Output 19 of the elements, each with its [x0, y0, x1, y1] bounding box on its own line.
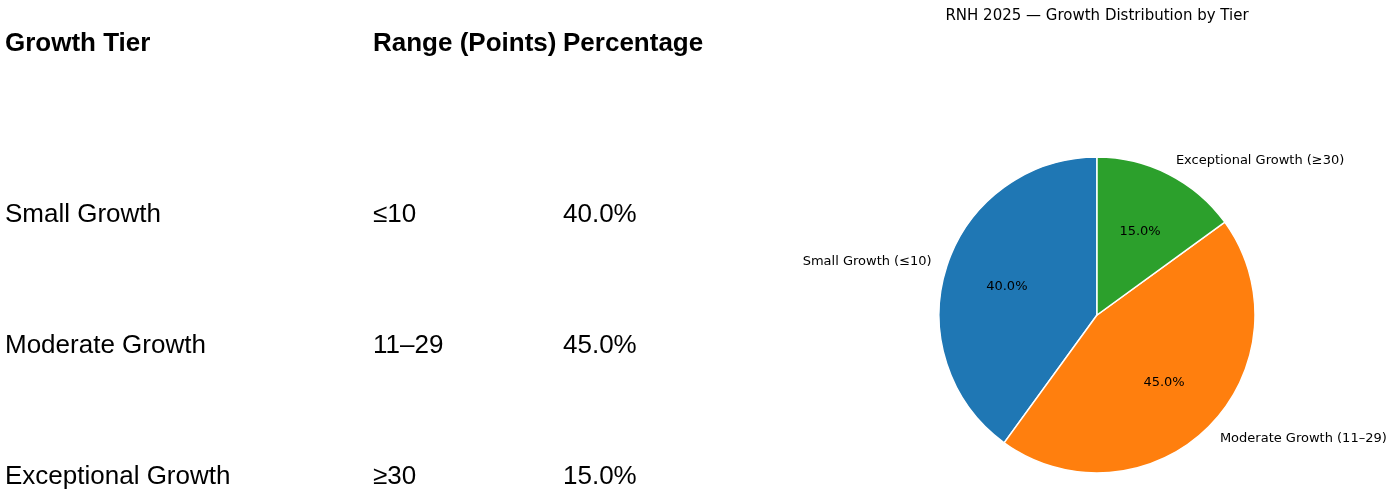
- slice-label: Moderate Growth (11–29): [1219, 429, 1387, 445]
- text: ≥30: [373, 460, 417, 490]
- text: ≤10: [373, 198, 417, 228]
- text: Small Growth: [5, 198, 162, 228]
- text: 45.0%: [563, 329, 637, 359]
- text: Percentage: [563, 27, 704, 57]
- text: Growth Tier: [5, 27, 151, 57]
- text: Range (Points): [373, 27, 557, 57]
- data-label: 45.0%: [1143, 374, 1185, 390]
- data-label: 40.0%: [986, 277, 1028, 293]
- text: Moderate Growth: [5, 329, 206, 359]
- text: 15.0%: [563, 460, 637, 490]
- text: Exceptional Growth: [5, 460, 231, 490]
- slice-label: Small Growth (≤10): [802, 253, 932, 269]
- data-label: 15.0%: [1119, 222, 1161, 238]
- slice-label: Exceptional Growth (≥30): [1175, 152, 1345, 168]
- text: 11–29: [373, 329, 444, 359]
- text: 40.0%: [563, 198, 637, 228]
- chart-title: RNH 2025 — Growth Distribution by Tier: [945, 6, 1250, 24]
